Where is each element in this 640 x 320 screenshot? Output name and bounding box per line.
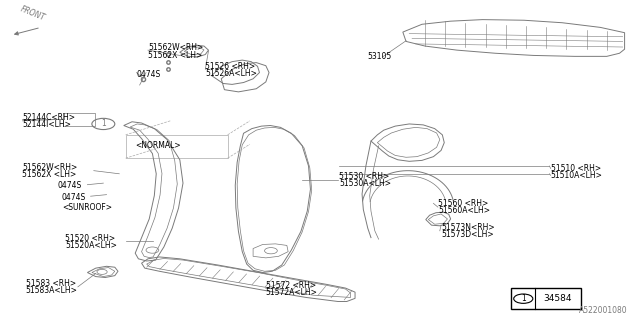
Text: 51520 <RH>: 51520 <RH>	[65, 234, 115, 243]
Text: 51520A<LH>: 51520A<LH>	[65, 241, 117, 250]
Text: 52144C<RH>: 52144C<RH>	[22, 113, 76, 122]
Text: 51573D<LH>: 51573D<LH>	[441, 230, 493, 239]
Bar	[511, 288, 581, 309]
Text: 51583 <RH>: 51583 <RH>	[26, 279, 76, 288]
Text: 0474S: 0474S	[62, 193, 86, 202]
Text: 53105: 53105	[368, 52, 392, 61]
Text: 51562W<RH>: 51562W<RH>	[148, 43, 204, 52]
Text: 51562X <LH>: 51562X <LH>	[22, 170, 77, 179]
Text: 51572 <RH>: 51572 <RH>	[266, 281, 316, 290]
Text: 52144I<LH>: 52144I<LH>	[22, 120, 71, 129]
Text: 51526A<LH>: 51526A<LH>	[205, 69, 257, 78]
Text: 51572A<LH>: 51572A<LH>	[266, 288, 317, 297]
Text: 51560A<LH>: 51560A<LH>	[438, 206, 490, 215]
Text: 1: 1	[521, 294, 525, 303]
Text: 51562W<RH>: 51562W<RH>	[22, 163, 77, 172]
Text: <NORMAL>: <NORMAL>	[135, 141, 181, 150]
Text: 51583A<LH>: 51583A<LH>	[26, 286, 77, 295]
Text: 51510 <RH>: 51510 <RH>	[550, 164, 601, 173]
Text: A522001080: A522001080	[579, 307, 627, 316]
Text: 34584: 34584	[543, 294, 572, 303]
Text: 51560 <RH>: 51560 <RH>	[438, 199, 488, 209]
Text: 51573N<RH>: 51573N<RH>	[441, 223, 495, 232]
Text: 51562X <LH>: 51562X <LH>	[148, 51, 202, 60]
Text: 51510A<LH>: 51510A<LH>	[550, 171, 602, 180]
Text: FRONT: FRONT	[19, 5, 47, 23]
Text: 0474S: 0474S	[136, 70, 161, 79]
Text: 0474S: 0474S	[58, 181, 82, 190]
Text: <SUNROOF>: <SUNROOF>	[62, 203, 112, 212]
Text: 1: 1	[101, 119, 106, 128]
Text: 51530A<LH>: 51530A<LH>	[339, 179, 391, 188]
Text: 51526 <RH>: 51526 <RH>	[205, 62, 255, 71]
Text: 51530 <RH>: 51530 <RH>	[339, 172, 389, 181]
